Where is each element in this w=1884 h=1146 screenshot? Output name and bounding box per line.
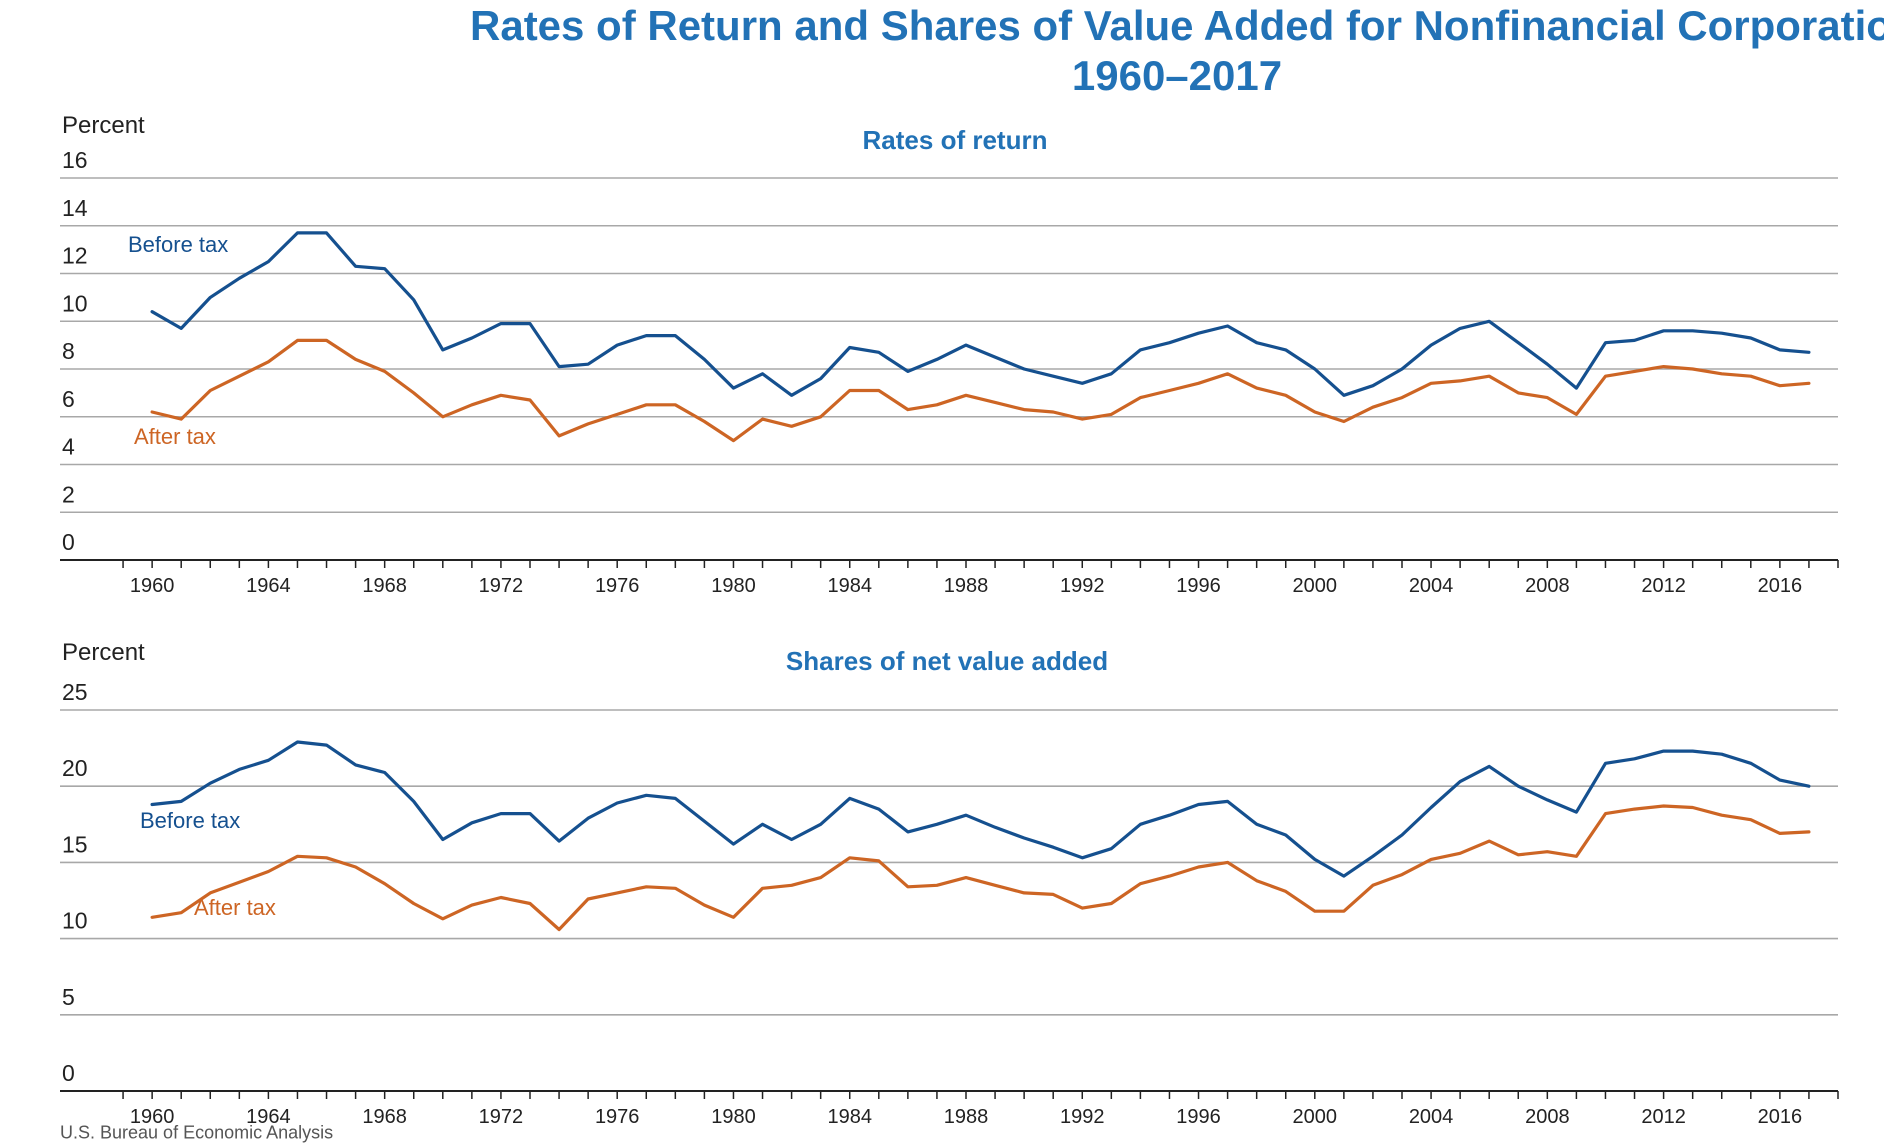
x-tick-label: 1996 [1176,1106,1221,1128]
x-tick-label: 1992 [1060,575,1105,597]
panel-title: Shares of net value added [786,646,1108,676]
y-tick-label: 5 [62,984,75,1010]
series-line-before-tax [150,231,1811,397]
series-line-before-tax [150,740,1811,878]
panel-title: Rates of return [863,125,1048,155]
y-tick-label: 20 [62,755,88,781]
y-axis-label: Percent [62,639,145,666]
x-tick-label: 1960 [130,575,175,597]
y-tick-label: 16 [62,147,88,173]
y-tick-label: 25 [62,679,88,705]
title-line-1: Rates of Return and Shares of Value Adde… [470,2,1884,49]
x-tick-label: 1984 [827,1106,872,1128]
x-tick-label: 1972 [479,575,524,597]
y-tick-label: 12 [62,243,88,269]
x-tick-label: 2016 [1758,575,1803,597]
x-tick-label: 2000 [1293,575,1338,597]
x-tick-label: 1992 [1060,1106,1105,1128]
x-tick-label: 2012 [1641,575,1686,597]
x-tick-label: 1988 [944,1106,989,1128]
y-tick-label: 10 [62,290,88,316]
y-tick-label: 10 [62,908,88,934]
series-label-after-tax: After tax [194,895,276,920]
x-tick-label: 1980 [711,1106,756,1128]
x-tick-label: 1960 [130,1106,175,1128]
x-tick-label: 2004 [1409,575,1454,597]
x-tick-label: 1980 [711,575,756,597]
series-line-after-tax [150,338,1811,443]
x-tick-label: 1968 [362,575,407,597]
series-label-after-tax: After tax [134,424,216,449]
source-note: U.S. Bureau of Economic Analysis [60,1122,334,1143]
y-tick-label: 8 [62,338,75,364]
x-tick-label: 2008 [1525,575,1570,597]
x-tick-label: 1984 [827,575,872,597]
chart-panel-2: Shares of net value added Percent 0 5 10 15 20… [60,639,1839,1128]
y-tick-label: 0 [62,1060,75,1086]
x-tick-label: 1988 [944,575,989,597]
x-tick-label: 1976 [595,575,640,597]
x-tick-label: 2004 [1409,1106,1454,1128]
series-label-before-tax: Before tax [140,808,240,833]
x-tick-label: 1964 [246,1106,291,1128]
x-tick-label: 1996 [1176,575,1221,597]
y-tick-label: 6 [62,386,75,412]
x-tick-label: 2012 [1641,1106,1686,1128]
y-axis-label: Percent [62,112,145,139]
series-label-before-tax: Before tax [128,232,228,257]
y-tick-label: 0 [62,529,75,555]
x-tick-label: 1972 [479,1106,524,1128]
title-line-2: 1960–2017 [1071,52,1283,99]
x-tick-label: 1964 [246,575,291,597]
x-tick-label: 2000 [1293,1106,1338,1128]
y-tick-label: 14 [62,195,88,221]
x-tick-label: 1968 [362,1106,407,1128]
y-tick-label: 15 [62,831,88,857]
series-line-after-tax [150,804,1811,932]
y-tick-label: 2 [62,481,75,507]
y-tick-label: 4 [62,434,75,460]
x-tick-label: 1976 [595,1106,640,1128]
chart-panel-1: Rates of return Percent 0 2 4 6 8 10 12 14 16 1960 1… [60,112,1839,597]
x-tick-label: 2008 [1525,1106,1570,1128]
x-tick-label: 2016 [1758,1106,1803,1128]
